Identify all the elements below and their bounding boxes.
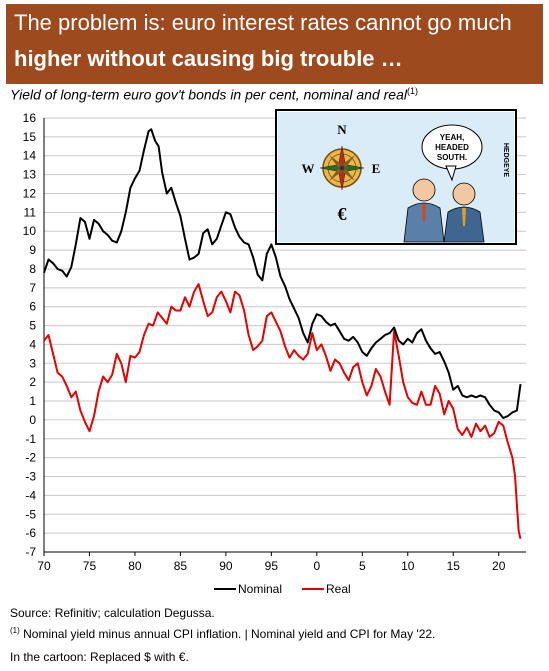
x-tick-label: 70 (37, 559, 51, 573)
speech-bubble: YEAH, HEADED SOUTH. (421, 124, 483, 182)
footnote: (1) Nominal yield minus annual CPI infla… (10, 626, 435, 641)
cartoon-inset: N E W € YEAH, HEADED SOUTH. HEDGEYE (275, 109, 517, 245)
x-tick-label: 5 (359, 559, 366, 573)
y-tick-label: -3 (25, 470, 36, 484)
legend-nominal-label: Nominal (238, 582, 282, 596)
y-tick-label: 14 (23, 149, 37, 163)
y-tick-label: 5 (29, 319, 36, 333)
y-tick-label: 4 (29, 337, 36, 351)
cartoon-signature: HEDGEYE (502, 143, 509, 178)
speech-line-2: HEADED (435, 143, 469, 152)
x-tick-label: 90 (219, 559, 233, 573)
x-tick-label: 85 (174, 559, 188, 573)
chart-lines (43, 128, 522, 540)
compass-icon (319, 145, 365, 191)
y-tick-label: -4 (25, 488, 36, 502)
x-tick-label: 15 (447, 559, 461, 573)
chart-subtitle-text: Yield of long-term euro gov't bonds in p… (10, 86, 407, 103)
y-tick-label: 10 (23, 224, 37, 238)
footnote-text: Nominal yield minus annual CPI inflation… (23, 627, 436, 641)
series-line-real (43, 283, 522, 540)
businessman-right-icon (443, 182, 485, 243)
y-tick-label: 0 (29, 413, 36, 427)
y-tick-label: 16 (23, 111, 37, 125)
y-tick-label: 7 (29, 281, 36, 295)
y-tick-label: 9 (29, 243, 36, 257)
chart-legend: Nominal Real (214, 582, 351, 596)
compass-euro-symbol: € (338, 204, 347, 224)
chart-subtitle: Yield of long-term euro gov't bonds in p… (10, 86, 418, 103)
compass-north: N (337, 122, 347, 137)
businessman-left-icon (403, 178, 445, 243)
x-axis: 70 75 80 85 90 95 0 5 10 15 20 (37, 552, 506, 573)
footnote-marker: (1) (10, 626, 20, 635)
subtitle-footnote-marker: (1) (406, 86, 418, 96)
series-line-nominal (43, 128, 522, 419)
y-tick-label: 15 (23, 130, 37, 144)
x-tick-label: 20 (492, 559, 506, 573)
x-tick-label: 75 (83, 559, 97, 573)
y-tick-label: 12 (23, 186, 37, 200)
y-tick-label: 3 (29, 356, 36, 370)
x-tick-label: 80 (128, 559, 142, 573)
y-tick-label: 8 (29, 262, 36, 276)
y-tick-label: 1 (29, 394, 36, 408)
y-tick-label: -6 (25, 526, 36, 540)
speech-line-3: SOUTH. (437, 153, 467, 162)
source-note: Source: Refinitiv; calculation Degussa. (10, 606, 215, 620)
y-tick-label: 6 (29, 300, 36, 314)
y-tick-label: 11 (24, 205, 37, 219)
title-banner: The problem is: euro interest rates cann… (6, 4, 543, 84)
y-tick-label: -5 (25, 507, 36, 521)
title-line-2: higher without causing big trouble … (14, 46, 403, 71)
title-line-1: The problem is: euro interest rates cann… (14, 10, 512, 35)
y-tick-label: -1 (25, 432, 36, 446)
x-tick-label: 10 (401, 559, 415, 573)
speech-line-1: YEAH, (440, 133, 464, 142)
cartoon-note: In the cartoon: Replaced $ with €. (10, 650, 189, 664)
x-tick-label: 95 (265, 559, 279, 573)
legend-real-label: Real (326, 582, 351, 596)
y-tick-label: 13 (23, 168, 37, 182)
compass-east: E (372, 161, 381, 176)
y-tick-label: -2 (25, 451, 36, 465)
compass-west: W (302, 161, 315, 176)
y-tick-label: -7 (25, 545, 36, 559)
x-tick-label: 0 (313, 559, 320, 573)
y-tick-label: 2 (29, 375, 36, 389)
